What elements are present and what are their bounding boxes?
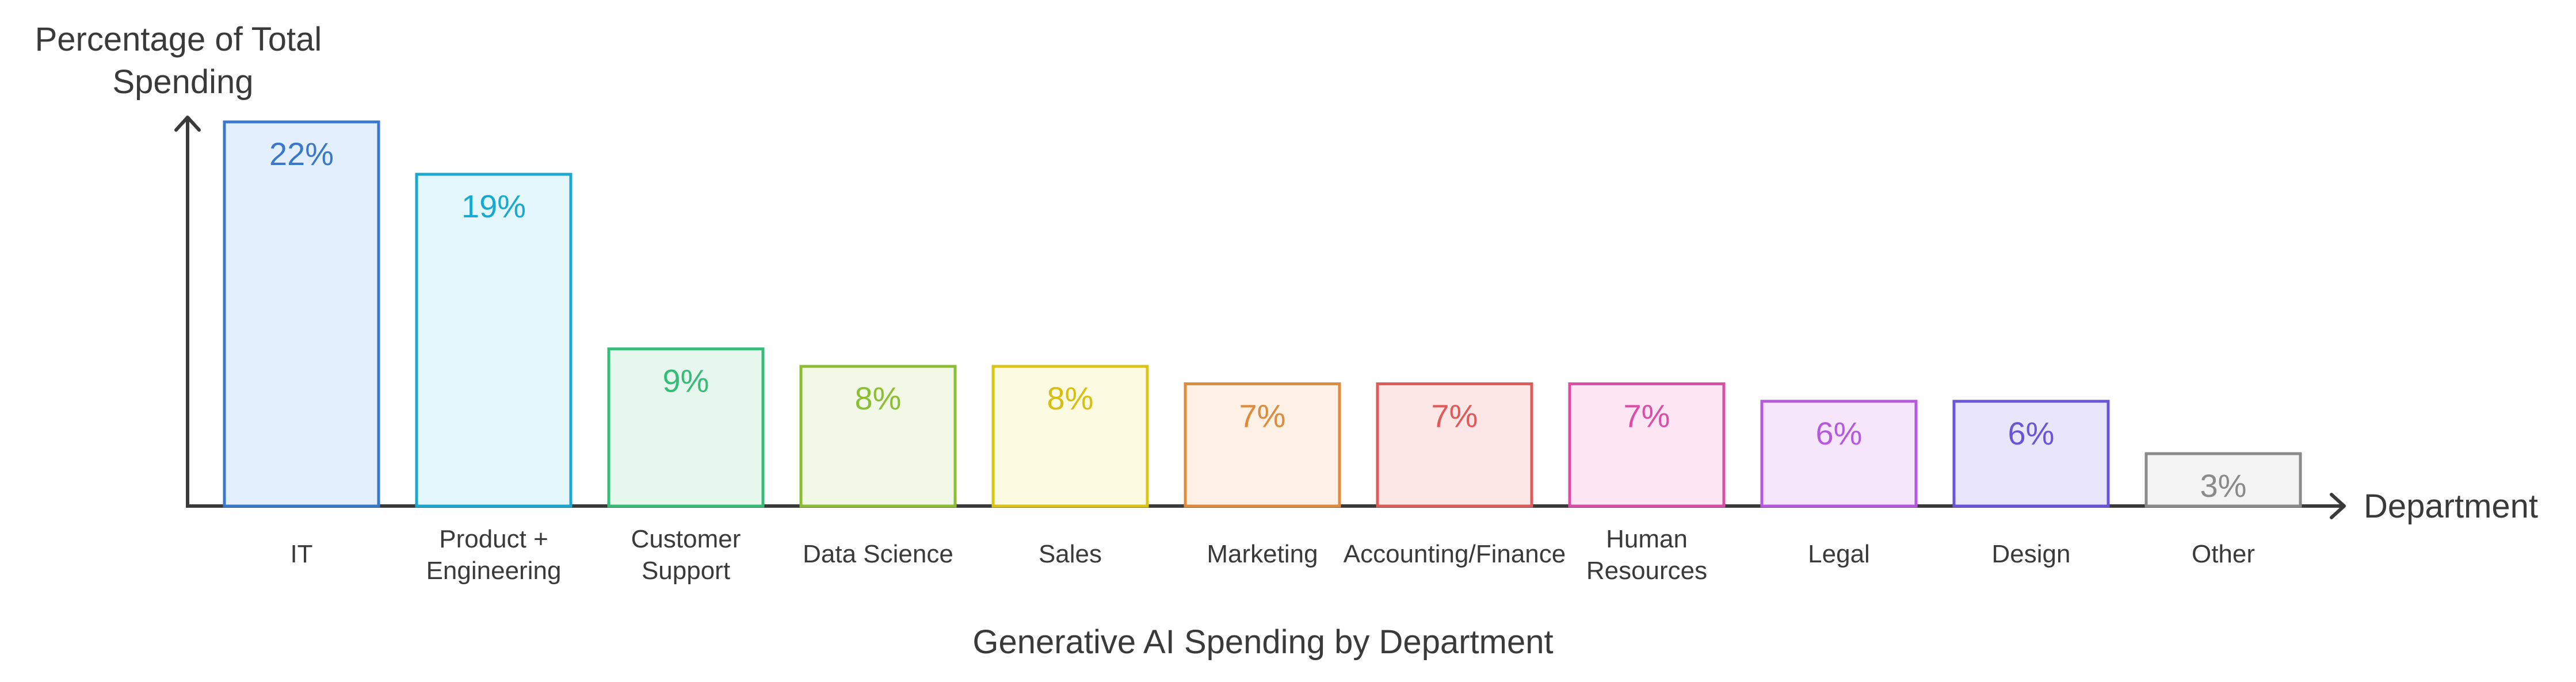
bar-value-label-8: 6% [1816,415,1863,451]
bar-0 [223,120,380,508]
bar-5 [1184,382,1341,508]
bar-value-label-5: 7% [1239,397,1286,434]
bar-4 [991,365,1149,508]
category-label-1: Product + Engineering [426,525,562,585]
category-label-6: Accounting/Finance [1344,540,1566,568]
category-label-3: Data Science [803,540,953,568]
bar-value-label-6: 7% [1432,397,1478,434]
x-axis-arrow [2330,493,2346,519]
category-label-7: Human Resources [1586,525,1707,585]
bars-group [223,120,2302,508]
y-axis-arrow [174,116,201,132]
bar-value-label-1: 19% [461,188,526,224]
category-label-2: Customer Support [631,525,741,585]
category-labels-group: IT Product + Engineering Customer Support Dat… [290,525,2255,585]
bar-value-label-10: 3% [2200,468,2247,504]
bar-8 [1760,400,1918,508]
category-label-9: Design [1992,540,2071,568]
bar-value-label-4: 8% [1047,380,1094,416]
chart-title: Generative AI Spending by Department [972,623,1553,661]
category-label-10: Other [2192,540,2255,568]
bar-1 [415,173,573,508]
bar-10 [2144,452,2302,508]
value-labels-group: 22% 19% 9% 8% 8% 7% 7% 7% 6% 6% 3% [269,136,2247,504]
bar-value-label-3: 8% [855,380,902,416]
y-axis-label: Percentage of Total Spending [35,21,331,101]
category-label-0: IT [290,540,312,568]
y-axis-label-line-1: Percentage of Total [35,21,322,58]
category-label-4: Sales [1039,540,1102,568]
bar-value-label-0: 22% [269,136,334,172]
bar-6 [1376,382,1533,508]
x-axis-label: Department [2364,488,2538,525]
category-label-8: Legal [1808,540,1870,568]
bar-value-label-7: 7% [1624,397,1670,434]
bar-value-label-2: 9% [663,363,709,399]
y-axis-label-line-2: Spending [112,63,253,101]
category-label-5: Marketing [1207,540,1318,568]
bar-2 [607,347,765,508]
bar-9 [1952,400,2110,508]
bar-value-label-9: 6% [2008,415,2055,451]
bar-3 [799,365,957,508]
bar-7 [1568,382,1726,508]
